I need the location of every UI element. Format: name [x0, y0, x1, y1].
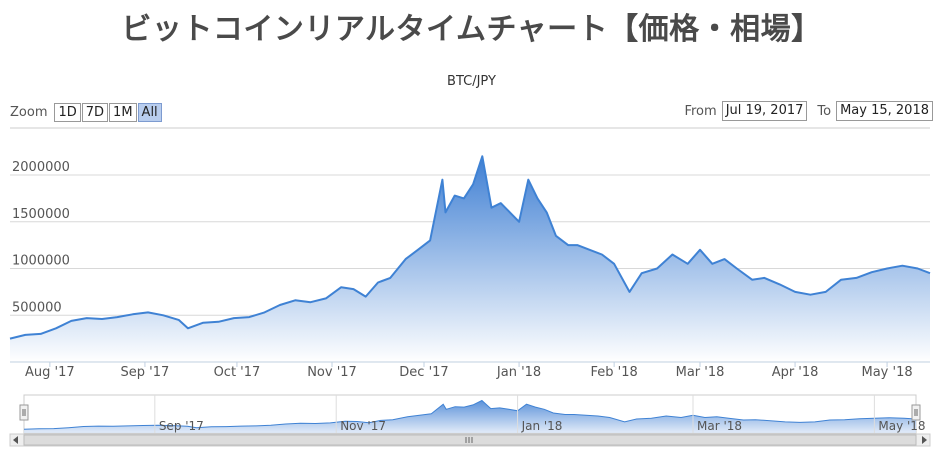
zoom-all-button[interactable]: All: [137, 102, 162, 122]
y-tick-label: 2000000: [12, 160, 70, 175]
navigator-tick-label: Nov '17: [340, 419, 386, 433]
x-tick-label: Jan '18: [496, 365, 541, 380]
navigator-scrollbar[interactable]: [9, 433, 931, 447]
navigator-handle-body: [19, 404, 29, 421]
y-tick-label: 1000000: [12, 254, 70, 269]
to-label: To: [817, 103, 832, 119]
scrollbar-thumb: [23, 434, 917, 446]
to-date-input[interactable]: May 15, 2018: [836, 101, 933, 121]
navigator-tick-label: May '18: [878, 419, 925, 433]
x-tick-label: Sep '17: [121, 365, 170, 380]
navigator-tick-label: Mar '18: [697, 419, 742, 433]
navigator-handle-body: [911, 404, 921, 421]
navigator-tick-label: Sep '17: [159, 419, 204, 433]
page-title: ビットコインリアルタイムチャート【価格・相場】: [121, 12, 822, 47]
scrollbar-right-arrow-icon[interactable]: [922, 436, 927, 444]
x-tick-label: Feb '18: [591, 365, 638, 380]
price-line: [9, 155, 931, 340]
price-area: [10, 156, 930, 362]
from-date-input[interactable]: Jul 19, 2017: [721, 101, 808, 121]
y-tick-label: 1500000: [12, 207, 70, 222]
chart-subtitle: BTC/JPY: [447, 74, 496, 89]
from-label: From: [684, 103, 717, 119]
x-tick-label: May '18: [862, 365, 913, 380]
zoom-1m-button[interactable]: 1M: [109, 102, 137, 122]
date-range-controls: From Jul 19, 2017 To May 15, 2018: [684, 101, 933, 121]
scrollbar-left-arrow-icon[interactable]: [13, 436, 18, 444]
zoom-1d-button[interactable]: 1D: [54, 102, 81, 122]
zoom-controls: Zoom 1D 7D 1M All: [10, 102, 162, 122]
x-tick-label: Aug '17: [25, 365, 75, 380]
navigator-left-handle[interactable]: [19, 404, 29, 421]
x-tick-label: Apr '18: [772, 365, 819, 380]
zoom-label: Zoom: [10, 104, 48, 120]
navigator-right-handle[interactable]: [911, 404, 921, 421]
x-tick-label: Dec '17: [399, 365, 448, 380]
y-tick-label: 500000: [12, 300, 62, 315]
x-tick-label: Nov '17: [307, 365, 357, 380]
x-tick-label: Oct '17: [214, 365, 261, 380]
zoom-7d-button[interactable]: 7D: [81, 102, 109, 122]
x-tick-label: Mar '18: [676, 365, 725, 380]
navigator-tick-label: Jan '18: [521, 419, 563, 433]
navigator-line: [23, 399, 917, 430]
